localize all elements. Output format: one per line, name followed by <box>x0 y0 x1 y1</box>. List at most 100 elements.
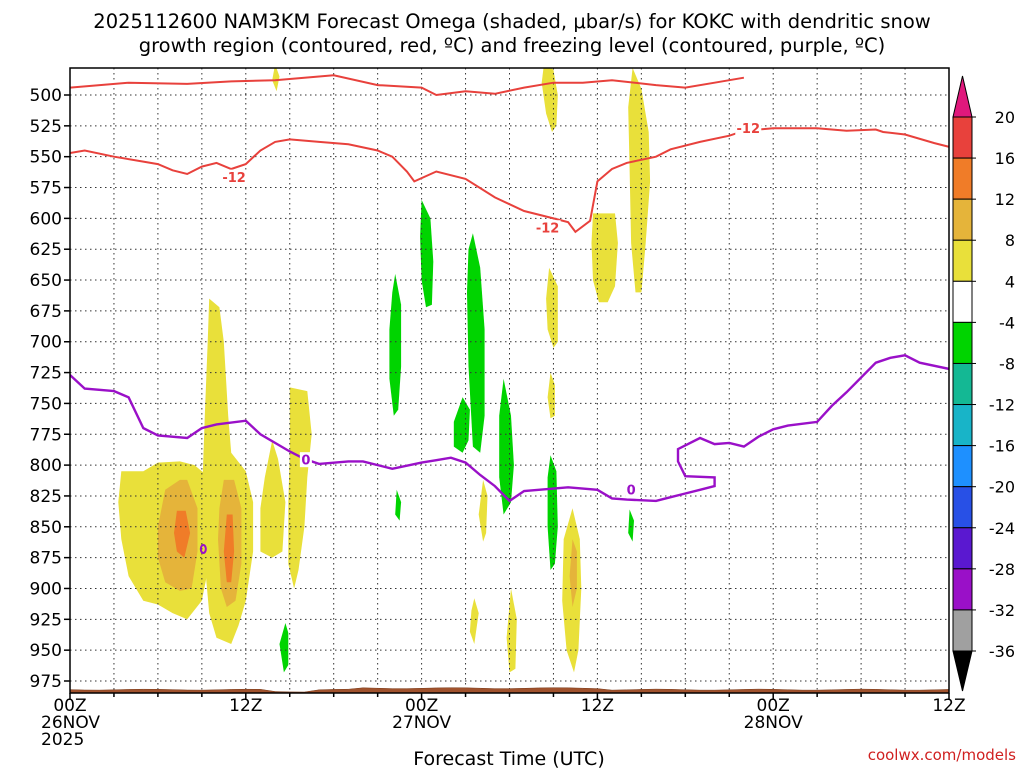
colorbar-label-5: -4 <box>999 313 1015 332</box>
y-tick-label-850: 850 <box>30 518 62 538</box>
y-tick-label-525: 525 <box>30 117 62 137</box>
omega-region-12 <box>467 233 485 453</box>
credit-text: coolwx.com/models <box>868 746 1016 764</box>
colorbar-label-1: 16 <box>995 149 1015 168</box>
dgz-contour-bottom <box>70 127 949 234</box>
colorbar-label-4: 4 <box>1005 272 1015 291</box>
omega-region-19 <box>469 598 479 644</box>
y-tick-label-900: 900 <box>30 579 62 599</box>
freezing-label-bg-0 <box>299 452 312 468</box>
y-tick-label-550: 550 <box>30 148 62 168</box>
omega-region-22 <box>569 539 577 607</box>
colorbar-label-2: 12 <box>995 190 1015 209</box>
x-tick-label-0-2: 2025 <box>41 730 84 750</box>
colorbar-swatch-7 <box>952 404 973 447</box>
colorbar-swatch-1 <box>952 157 973 200</box>
y-tick-label-750: 750 <box>30 394 62 414</box>
colorbar: 20 16 12 8 4 -4 -8 -12 -16 -20 -24 -28 -32 -36 <box>952 75 1015 692</box>
dgz-label-bg-0 <box>221 169 248 185</box>
contour-layer <box>70 74 949 554</box>
x-tick-label-0-0: 00Z <box>53 696 86 716</box>
y-tick-label-800: 800 <box>30 456 62 476</box>
colorbar-label-6: -8 <box>999 354 1015 373</box>
colorbar-swatch-12 <box>952 609 973 652</box>
colorbar-top-arrow <box>952 75 973 118</box>
dgz-contour-top <box>70 74 745 97</box>
colorbar-label-13: -36 <box>989 642 1015 661</box>
omega-region-18 <box>478 479 488 542</box>
dgz-contour-label: -12 <box>222 171 246 186</box>
colorbar-label-8: -16 <box>989 437 1015 456</box>
omega-region-2 <box>174 510 191 558</box>
freezing-level-contour <box>70 354 949 503</box>
y-tick-label-975: 975 <box>30 672 62 692</box>
dgz-contour-label: -12 <box>737 122 761 137</box>
colorbar-label-11: -28 <box>989 560 1015 579</box>
colorbar-swatch-2 <box>952 198 973 241</box>
ground-terrain <box>70 687 949 693</box>
y-tick-label-925: 925 <box>30 610 62 630</box>
omega-region-14 <box>499 378 514 515</box>
x-tick-label-24-0: 00Z <box>405 696 438 716</box>
colorbar-swatch-11 <box>952 568 973 611</box>
colorbar-label-12: -32 <box>989 601 1015 620</box>
colorbar-label-3: 8 <box>1005 231 1015 250</box>
freezing-label-bg-1 <box>625 481 638 497</box>
dgz-contour-label: -12 <box>536 222 560 237</box>
omega-region-26 <box>628 68 651 293</box>
y-tick-label-950: 950 <box>30 641 62 661</box>
colorbar-swatch-0 <box>952 116 973 159</box>
colorbar-swatch-8 <box>952 445 973 488</box>
colorbar-label-9: -20 <box>989 478 1015 497</box>
y-tick-label-775: 775 <box>30 425 62 445</box>
colorbar-label-0: 20 <box>995 108 1015 127</box>
freezing-level-small-loop <box>199 543 207 554</box>
x-tick-label-36-0: 12Z <box>581 696 614 716</box>
x-tick-label-48-0: 00Z <box>757 696 790 716</box>
x-tick-label-24-1: 27NOV <box>392 713 451 733</box>
chart-title-line1: 2025112600 NAM3KM Forecast Omega (shaded… <box>93 10 930 33</box>
y-tick-label-625: 625 <box>30 240 62 260</box>
y-tick-label-675: 675 <box>30 302 62 322</box>
x-tick-label-60-0: 12Z <box>932 696 965 716</box>
grid-layer <box>70 68 949 693</box>
omega-region-5 <box>223 514 235 583</box>
chart-title-line2: growth region (contoured, red, ºC) and f… <box>139 34 886 57</box>
colorbar-swatch-6 <box>952 362 973 406</box>
omega-region-23 <box>546 267 558 348</box>
omega-region-17 <box>628 509 634 542</box>
colorbar-label-10: -24 <box>989 519 1015 538</box>
y-axis: 500 525 550 575 600 625 650 675 700 725 750 775 800 8… <box>30 86 70 692</box>
omega-shading-layer <box>118 68 651 673</box>
colorbar-label-7: -12 <box>989 396 1015 415</box>
ground-layer <box>70 687 949 693</box>
dgz-label-bg-1 <box>534 220 561 236</box>
omega-region-11 <box>389 273 402 416</box>
colorbar-swatch-5 <box>952 321 973 364</box>
omega-region-15 <box>395 489 402 521</box>
x-tick-label-48-1: 28NOV <box>744 713 803 733</box>
omega-region-8 <box>279 623 289 673</box>
omega-region-7 <box>260 440 286 558</box>
colorbar-swatch-4 <box>952 280 973 323</box>
y-tick-label-875: 875 <box>30 549 62 569</box>
x-axis-label: Forecast Time (UTC) <box>413 748 604 768</box>
y-tick-label-725: 725 <box>30 364 62 384</box>
freezing-level-contour-label: 0 <box>627 483 636 498</box>
colorbar-swatch-10 <box>952 527 973 570</box>
dgz-label-bg-2 <box>735 120 762 136</box>
contour-label-layer: -12 -12 -12 0 0 <box>221 120 762 498</box>
y-tick-label-825: 825 <box>30 487 62 507</box>
y-tick-label-500: 500 <box>30 86 62 106</box>
x-tick-label-0-1: 26NOV <box>41 713 100 733</box>
x-tick-label-12-0: 12Z <box>229 696 262 716</box>
colorbar-swatch-9 <box>952 486 973 529</box>
omega-region-16 <box>547 455 558 570</box>
colorbar-bottom-arrow <box>952 650 973 692</box>
y-tick-label-575: 575 <box>30 179 62 199</box>
colorbar-swatch-3 <box>952 239 973 282</box>
y-tick-label-650: 650 <box>30 271 62 291</box>
y-tick-label-700: 700 <box>30 333 62 353</box>
